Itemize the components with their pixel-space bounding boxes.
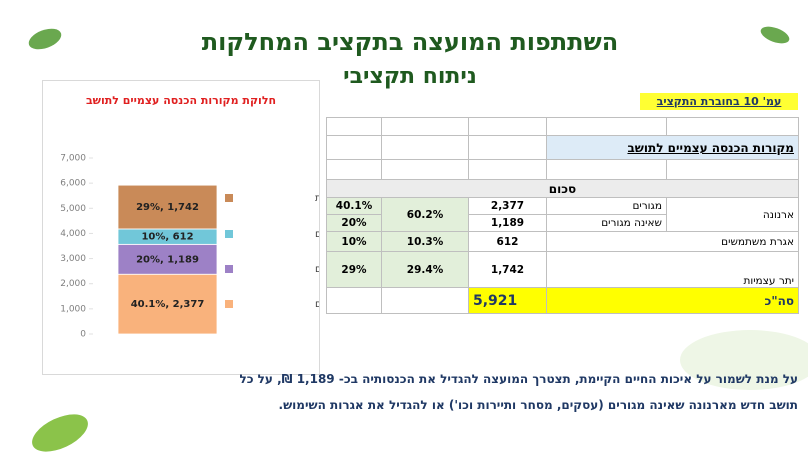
chart-panel: חלוקת מקורות הכנסה עצמיים לתושב 0 1,000 2,… [42,80,406,375]
table: מקורות הכנסה עצמיים לתושב סכום 40.1% 60.2… [326,117,799,314]
y-tick-label: 1,000 [60,304,86,314]
leaf [758,23,792,47]
cell: מגורים [546,197,667,215]
y-tick-label: 2,000 [60,279,86,289]
legend-label: יתר עצמיות [315,193,319,204]
table-header: סכום [326,179,799,198]
cell: 612 [468,231,547,252]
total-amount: 5,921 [468,287,547,314]
cell: 2,377 [468,197,547,215]
y-tick-label: 4,000 [60,229,86,239]
y-tick-label: 0 [80,330,86,340]
table-heading: מקורות הכנסה עצמיים לתושב [546,135,799,160]
data-label: 29%, 1,742 [136,202,199,213]
chart-title: חלוקת מקורות הכנסה עצמיים לתושב [86,94,276,107]
leaf [26,406,94,457]
legend-label: ארנונה מגורים [315,299,319,310]
y-tick-label: 7,000 [60,154,86,164]
cell: 29.4% [381,251,469,288]
bar-segment [117,184,218,230]
leaf [25,24,65,54]
y-tick-label: 3,000 [60,254,86,264]
cell: 60.2% [381,197,469,232]
cell: ארנונה [666,197,799,232]
legend-swatch [225,265,233,273]
bar-segment [117,243,218,275]
badge: עמ' 10 בחוברת התקציב [640,93,798,110]
y-tick-label: 6,000 [60,179,86,189]
y-tick-label: 5,000 [60,204,86,214]
legend-swatch [225,230,233,238]
cell: 40.1% [326,197,382,215]
footer-line: תושב חדש מארנונה שאינה מגורים (עסקים, מס… [278,398,798,412]
cell: 29% [326,251,382,288]
footer-line: על מנת לשמור על איכות החיים הקיימת, תצטר… [239,372,798,386]
cell: 1,742 [468,251,547,288]
chart: חלוקת מקורות הכנסה עצמיים לתושב 0 1,000 2,… [60,94,405,340]
data-label: 20%, 1,189 [136,254,199,265]
legend-label: אגרת משתמשים [315,229,319,240]
cell: אגרת משתמשים [546,231,799,252]
legend-label: ארנונה שאינה מגורים [315,264,319,275]
legend-swatch [225,194,233,202]
title: השתתפות המועצה בתקציב המחלקות [201,28,619,56]
cell: 1,189 [468,214,547,232]
cell: יתר עצמיות [546,251,799,288]
leaf-shadow [680,330,808,390]
data-label: 10%, 612 [141,232,193,243]
bar-segment [117,273,218,335]
cell: 10.3% [381,231,469,252]
cell: 10% [326,231,382,252]
subtitle: ניתוח תקציבי [343,64,477,89]
cell: שאינה מגורים [546,214,667,232]
data-label: 40.1%, 2,377 [131,299,205,310]
total-label: סה"כ [546,287,799,314]
legend-swatch [225,300,233,308]
cell: 20% [326,214,382,232]
